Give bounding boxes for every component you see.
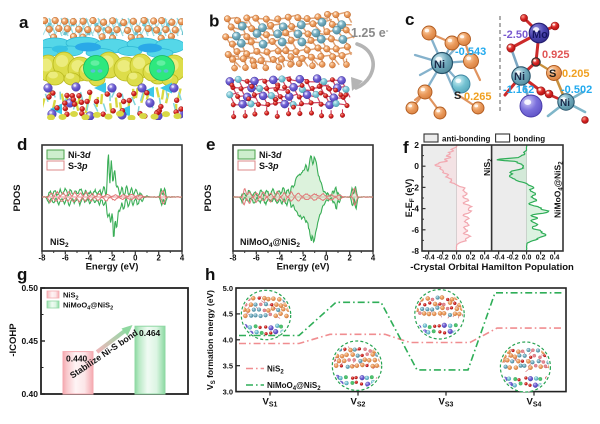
svg-text:1.25 e-: 1.25 e- <box>351 26 389 40</box>
svg-text:S: S <box>549 68 556 80</box>
svg-text:d: d <box>17 135 27 154</box>
svg-text:4.0: 4.0 <box>223 336 233 345</box>
svg-text:0.205: 0.205 <box>562 68 590 80</box>
svg-text:PDOS: PDOS <box>203 185 214 212</box>
svg-text:anti-bonding: anti-bonding <box>442 135 491 144</box>
svg-text:0.265: 0.265 <box>464 91 492 103</box>
svg-text:f: f <box>403 138 409 157</box>
svg-text:3.0: 3.0 <box>223 387 233 396</box>
svg-text:-0.543: -0.543 <box>455 46 486 58</box>
svg-text:0.925: 0.925 <box>542 49 570 61</box>
svg-text:0.2: 0.2 <box>536 254 546 261</box>
svg-text:0.4: 0.4 <box>550 254 560 261</box>
svg-text:5.0: 5.0 <box>223 284 233 293</box>
svg-text:S-3p: S-3p <box>259 161 279 171</box>
svg-text:0.0: 0.0 <box>452 254 462 261</box>
svg-text:Ni: Ni <box>514 71 525 83</box>
svg-text:0: 0 <box>414 161 419 171</box>
svg-text:g: g <box>17 265 27 284</box>
svg-text:2: 2 <box>348 254 353 263</box>
svg-text:-8: -8 <box>230 254 238 263</box>
svg-text:-6: -6 <box>253 254 261 263</box>
svg-text:-2.50: -2.50 <box>503 29 528 41</box>
svg-text:2: 2 <box>157 254 162 263</box>
svg-text:-0.2: -0.2 <box>507 254 519 261</box>
svg-text:0.45: 0.45 <box>21 336 38 346</box>
svg-text:-6: -6 <box>411 225 419 235</box>
svg-text:b: b <box>209 12 219 31</box>
svg-text:bonding: bonding <box>514 135 546 144</box>
svg-text:-Crystal Orbital Hamilton Popu: -Crystal Orbital Hamilton Population <box>410 262 574 273</box>
svg-text:e: e <box>206 135 215 154</box>
svg-text:Ni-3d: Ni-3d <box>259 150 282 160</box>
svg-text:0.4: 0.4 <box>480 254 490 261</box>
svg-text:PDOS: PDOS <box>12 185 23 212</box>
svg-text:4: 4 <box>180 254 185 263</box>
svg-text:c: c <box>405 10 414 29</box>
svg-text:Energy (eV): Energy (eV) <box>86 262 139 273</box>
svg-text:Ni: Ni <box>560 98 570 109</box>
svg-text:4.5: 4.5 <box>223 310 233 319</box>
svg-text:-8: -8 <box>411 246 419 256</box>
svg-text:2: 2 <box>414 140 419 150</box>
svg-text:Energy (eV): Energy (eV) <box>277 262 330 273</box>
svg-text:0.40: 0.40 <box>21 389 38 399</box>
svg-text:3.5: 3.5 <box>223 362 233 371</box>
svg-text:Ni-3d: Ni-3d <box>68 150 91 160</box>
svg-text:0.464: 0.464 <box>139 328 161 338</box>
svg-text:4: 4 <box>371 254 376 263</box>
svg-text:S: S <box>454 90 461 102</box>
svg-text:-6: -6 <box>62 254 70 263</box>
svg-text:Mo: Mo <box>532 29 548 41</box>
svg-text:-0.2: -0.2 <box>437 254 449 261</box>
svg-text:-1.162: -1.162 <box>503 84 534 96</box>
svg-text:-0.4: -0.4 <box>493 254 505 261</box>
svg-text:0.2: 0.2 <box>466 254 476 261</box>
svg-text:-8: -8 <box>39 254 47 263</box>
svg-text:h: h <box>205 265 215 284</box>
svg-text:0.0: 0.0 <box>522 254 532 261</box>
svg-text:Ni: Ni <box>434 59 445 71</box>
svg-text:a: a <box>19 13 29 32</box>
svg-text:-0.502: -0.502 <box>561 84 592 96</box>
svg-text:0.50: 0.50 <box>21 283 38 293</box>
svg-text:-0.4: -0.4 <box>423 254 435 261</box>
svg-text:-ICOHP: -ICOHP <box>8 323 19 357</box>
svg-text:S-3p: S-3p <box>68 161 88 171</box>
